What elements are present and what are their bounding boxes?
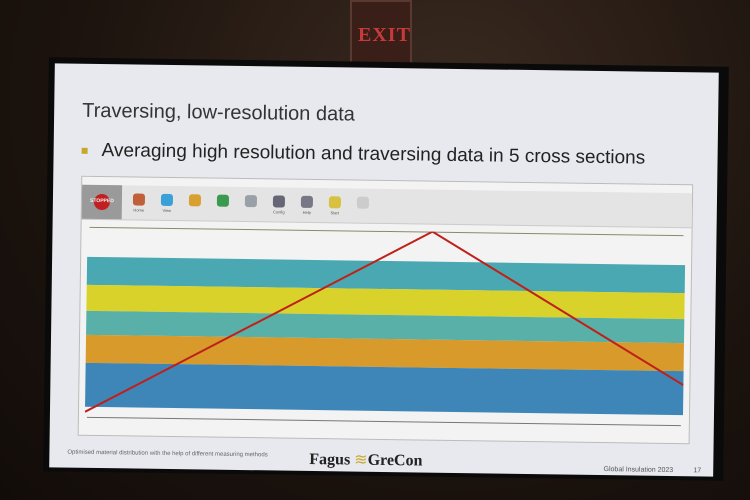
- page-number: 17: [693, 467, 702, 475]
- exit-sign-text: EXIT: [358, 24, 411, 46]
- slide-title: Traversing, low-resolution data: [82, 99, 356, 126]
- slide: Traversing, low-resolution data Averagin…: [49, 63, 719, 477]
- footer-text: Optimised material distribution with the…: [67, 449, 268, 459]
- app-window: STOPPED Home View Config Help Start: [77, 175, 694, 445]
- bullet-icon: [81, 147, 88, 154]
- logo-right: GreCon: [367, 451, 423, 470]
- monitor: Traversing, low-resolution data Averagin…: [43, 57, 729, 481]
- toolbar-label: Help: [302, 209, 311, 215]
- toolbar-icon: [244, 194, 258, 207]
- toolbar-button[interactable]: View: [156, 193, 178, 212]
- toolbar-button[interactable]: Config: [268, 194, 290, 215]
- toolbar-button[interactable]: Help: [296, 195, 318, 214]
- conference-name: Global Insulation 2023: [603, 466, 674, 475]
- toolbar-label: View: [162, 207, 172, 213]
- scan-plot: [84, 230, 686, 416]
- logo: Fagus ≋GreCon: [309, 449, 422, 471]
- slide-bullet: Averaging high resolution and traversing…: [81, 140, 645, 170]
- toolbar-icon: [356, 196, 370, 209]
- traverse-path: [84, 230, 684, 413]
- toolbar-icon: [160, 193, 174, 206]
- toolbar-button[interactable]: [212, 194, 234, 213]
- exit-sign: EXIT: [350, 0, 412, 66]
- logo-mark: ≋: [354, 451, 368, 469]
- toolbar-icon: [188, 193, 202, 206]
- toolbar-icon: [328, 195, 342, 208]
- toolbar-icon: [272, 194, 286, 208]
- toolbar-icon: [132, 192, 146, 206]
- toolbar-icon: [216, 194, 230, 207]
- toolbar-label: Home: [133, 206, 145, 213]
- toolbar: STOPPED Home View Config Help Start: [81, 184, 693, 229]
- toolbar-button[interactable]: Start: [324, 195, 346, 215]
- toolbar-button[interactable]: [352, 196, 374, 215]
- toolbar-button[interactable]: Home: [128, 192, 150, 213]
- bullet-text: Averaging high resolution and traversing…: [101, 140, 646, 169]
- toolbar-label: Config: [272, 208, 285, 215]
- traverse-line: [84, 230, 684, 413]
- stopped-button[interactable]: STOPPED: [81, 184, 123, 220]
- toolbar-button[interactable]: [240, 194, 262, 213]
- logo-left: Fagus: [309, 450, 351, 469]
- stopped-label: STOPPED: [89, 197, 114, 205]
- toolbar-label: Start: [330, 209, 340, 215]
- toolbar-icon: [300, 195, 314, 208]
- toolbar-button[interactable]: [184, 193, 206, 213]
